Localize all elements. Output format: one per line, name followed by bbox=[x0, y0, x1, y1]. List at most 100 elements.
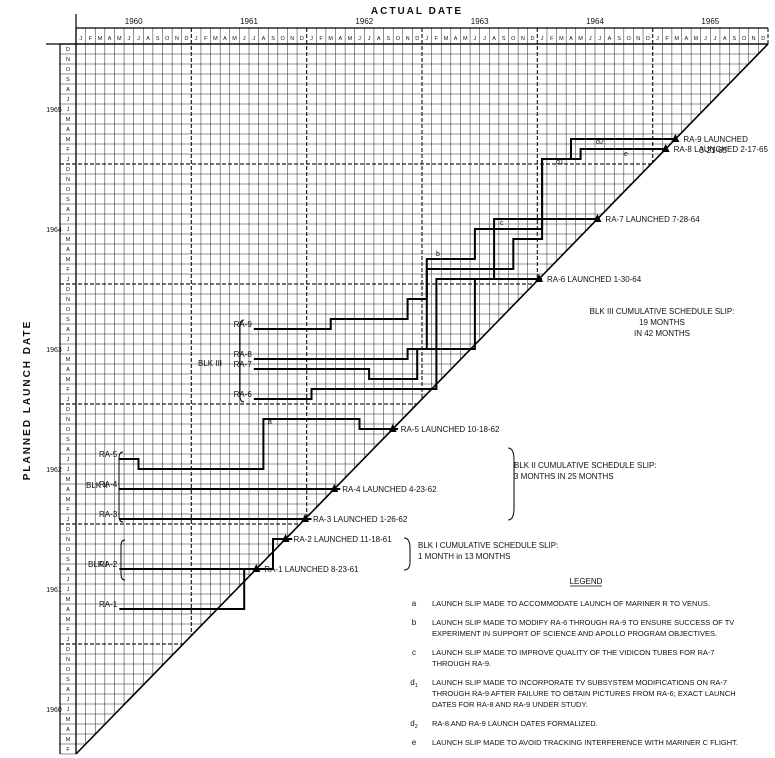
y-month-label: F bbox=[66, 147, 70, 153]
legend-item-text: LAUNCH SLIP MADE TO MODIFY RA-6 THROUGH … bbox=[432, 618, 734, 627]
y-month-label: D bbox=[66, 167, 70, 173]
y-month-label: M bbox=[66, 717, 71, 723]
y-month-label: J bbox=[67, 217, 70, 223]
y-month-label: D bbox=[66, 407, 70, 413]
series-label: RA-1 bbox=[99, 600, 118, 609]
x-month-label: N bbox=[290, 36, 294, 42]
y-month-label: M bbox=[66, 477, 71, 483]
y-month-label: S bbox=[66, 557, 70, 563]
y-month-label: S bbox=[66, 317, 70, 323]
y-month-label: M bbox=[66, 357, 71, 363]
launch-marker bbox=[671, 134, 680, 142]
y-month-label: J bbox=[67, 397, 70, 403]
x-month-label: F bbox=[435, 36, 439, 42]
legend-item-text: RA-8 AND RA-9 LAUNCH DATES FORMALIZED. bbox=[432, 719, 598, 728]
x-month-label: M bbox=[559, 36, 564, 42]
x-year-label: 1963 bbox=[471, 17, 489, 26]
x-month-label: F bbox=[204, 36, 208, 42]
y-month-label: J bbox=[67, 337, 70, 343]
y-month-label: J bbox=[67, 347, 70, 353]
x-month-label: N bbox=[175, 36, 179, 42]
x-month-label: S bbox=[617, 36, 621, 42]
y-month-label: S bbox=[66, 197, 70, 203]
y-month-label: A bbox=[66, 207, 70, 213]
y-month-label: A bbox=[66, 687, 70, 693]
legend-key: d2 bbox=[410, 719, 418, 730]
series-ra-8 bbox=[253, 148, 668, 360]
series-label: RA-7 bbox=[234, 360, 253, 369]
x-month-label: N bbox=[406, 36, 410, 42]
bracket bbox=[239, 319, 245, 403]
y-month-label: J bbox=[67, 157, 70, 163]
x-month-label: D bbox=[531, 36, 535, 42]
x-month-label: M bbox=[328, 36, 333, 42]
legend-item-text: THROUGH RA-9 AFTER FAILURE TO OBTAIN PIC… bbox=[432, 689, 736, 698]
x-month-label: F bbox=[550, 36, 554, 42]
x-month-label: D bbox=[646, 36, 650, 42]
x-month-label: A bbox=[492, 36, 496, 42]
x-month-label: M bbox=[674, 36, 679, 42]
bracket bbox=[118, 451, 124, 523]
x-month-label: A bbox=[454, 36, 458, 42]
legend-item-text: THROUGH RA-9. bbox=[432, 659, 491, 668]
slip-mark-c: c bbox=[500, 220, 504, 227]
x-month-label: J bbox=[473, 36, 476, 42]
x-month-label: J bbox=[127, 36, 130, 42]
x-month-label: F bbox=[89, 36, 93, 42]
x-month-label: J bbox=[137, 36, 140, 42]
legend: LEGEND a LAUNCH SLIP MADE TO ACCOMMODATE L… bbox=[410, 577, 738, 747]
y-month-label: M bbox=[66, 597, 71, 603]
launch-label: RA-8 LAUNCHED 2-17-65 bbox=[674, 145, 769, 154]
launch-marker bbox=[281, 534, 290, 542]
y-month-label: F bbox=[66, 507, 70, 513]
x-month-label: M bbox=[463, 36, 468, 42]
y-month-label: J bbox=[67, 587, 70, 593]
y-year-label: 1962 bbox=[46, 467, 62, 474]
summary-blk2: BLK II CUMULATIVE SCHEDULE SLIP: bbox=[514, 461, 657, 470]
y-year-label: 1963 bbox=[46, 347, 62, 354]
x-month-label: J bbox=[368, 36, 371, 42]
x-month-label: A bbox=[108, 36, 112, 42]
series-label: RA-9 bbox=[234, 320, 253, 329]
x-month-label: A bbox=[262, 36, 266, 42]
x-month-label: S bbox=[271, 36, 275, 42]
y-month-label: J bbox=[67, 227, 70, 233]
x-month-label: O bbox=[280, 36, 285, 42]
y-month-label: M bbox=[66, 617, 71, 623]
summary-blk3: BLK III CUMULATIVE SCHEDULE SLIP: bbox=[590, 307, 735, 316]
bracket bbox=[403, 537, 411, 571]
x-month-label: O bbox=[626, 36, 631, 42]
legend-key: a bbox=[412, 599, 417, 608]
y-month-label: M bbox=[66, 137, 71, 143]
x-month-label: O bbox=[742, 36, 747, 42]
y-month-label: A bbox=[66, 487, 70, 493]
x-month-label: M bbox=[213, 36, 218, 42]
y-month-label: S bbox=[66, 677, 70, 683]
y-month-label: M bbox=[66, 497, 71, 503]
y-month-label: F bbox=[66, 627, 70, 633]
x-year-label: 1960 bbox=[125, 17, 143, 26]
legend-item-text: LAUNCH SLIP MADE TO IMPROVE QUALITY OF T… bbox=[432, 648, 715, 657]
y-year-label: 1960 bbox=[46, 707, 62, 714]
summary-blk2: 3 MONTHS IN 25 MONTHS bbox=[514, 472, 614, 481]
x-month-label: M bbox=[444, 36, 449, 42]
y-month-label: M bbox=[66, 737, 71, 743]
annotations: RA-1 LAUNCHED 8-23-61 RA-2 LAUNCHED 11-18… bbox=[86, 134, 769, 581]
y-month-label: N bbox=[66, 297, 70, 303]
series-label: RA-6 bbox=[234, 390, 253, 399]
series-ra-7 bbox=[253, 218, 600, 380]
x-month-label: J bbox=[195, 36, 198, 42]
launch-label: RA-6 LAUNCHED 1-30-64 bbox=[547, 275, 642, 284]
block-label-1: BLK I bbox=[88, 560, 108, 569]
x-month-label: S bbox=[502, 36, 506, 42]
series-label: RA-5 bbox=[99, 450, 118, 459]
diagonal-line bbox=[75, 43, 769, 755]
y-month-label: O bbox=[66, 187, 71, 193]
series-ra-9 bbox=[253, 138, 677, 330]
y-month-label: A bbox=[66, 447, 70, 453]
y-month-label: M bbox=[66, 237, 71, 243]
legend-key: b bbox=[412, 618, 417, 627]
y-month-label: F bbox=[66, 747, 70, 753]
legend-item-text: EXPERIMENT IN SUPPORT OF SCIENCE AND APO… bbox=[432, 629, 717, 638]
